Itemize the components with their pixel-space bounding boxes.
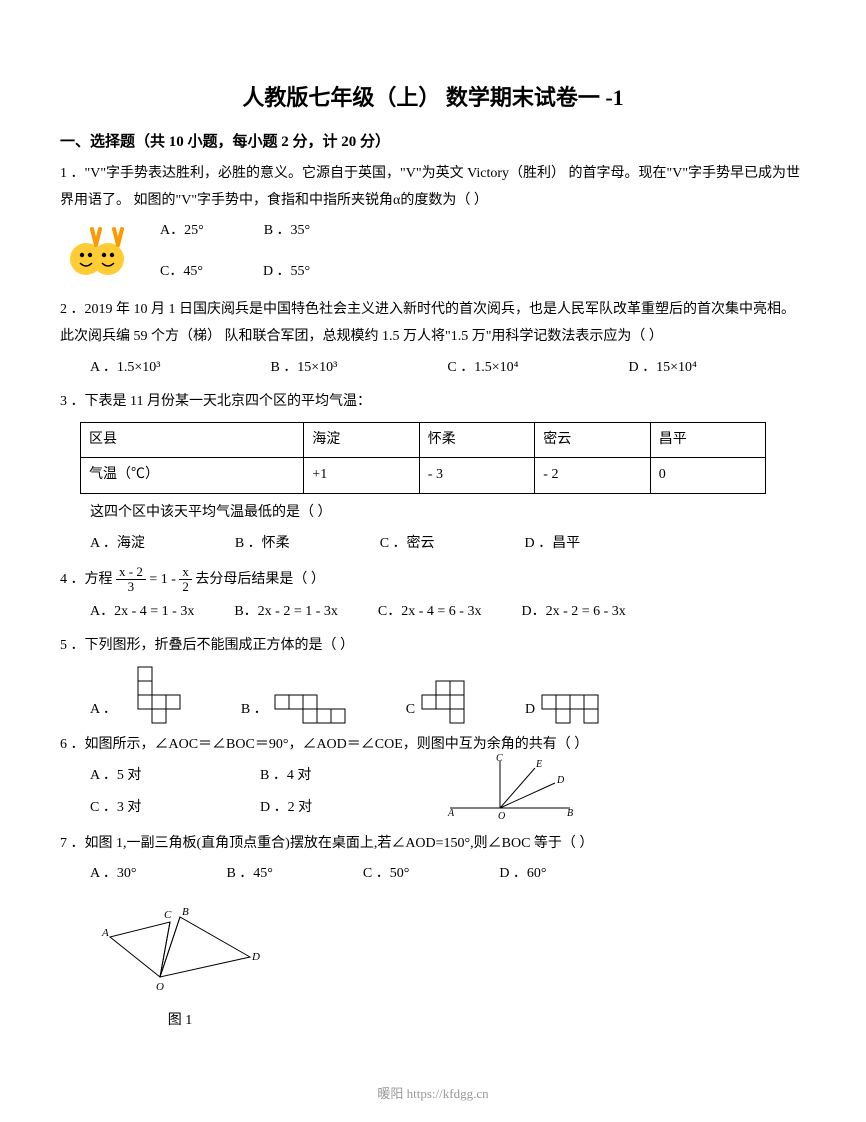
table-cell: 密云 — [535, 422, 651, 458]
q6-diagram: A B C O E D — [440, 753, 580, 823]
q6-option-a: A ．5 对 — [90, 763, 230, 790]
table-cell: 气温（℃） — [81, 458, 304, 494]
table-row: 气温（℃） +1 - 3 - 2 0 — [81, 458, 766, 494]
table-cell: 怀柔 — [419, 422, 535, 458]
q7-text: 7 ．如图 1,一副三角板(直角顶点重合)摆放在桌面上,若∠AOD=150°,则… — [60, 836, 593, 851]
q7-option-b: B ．45° — [226, 861, 272, 888]
q3-option-a: A ．海淀 — [90, 531, 145, 558]
q4-prefix: 4 ．方程 — [60, 572, 116, 587]
q3-table: 区县 海淀 怀柔 密云 昌平 气温（℃） +1 - 3 - 2 0 — [80, 422, 766, 494]
q3-text: 3 ．下表是 11 月份某一天北京四个区的平均气温： — [60, 394, 371, 409]
q4-option-d: D．2x - 2 = 6 - 3x — [521, 599, 625, 626]
q6-option-c: C ．3 对 — [90, 795, 230, 822]
q4-option-a: A．2x - 4 = 1 - 3x — [90, 599, 194, 626]
q3-option-b: B ．怀柔 — [235, 531, 290, 558]
q5-text: 5 ．下列图形，折叠后不能围成正方体的是（ ） — [60, 638, 354, 653]
table-cell: - 2 — [535, 458, 651, 494]
q6-option-b: B ．4 对 — [260, 763, 400, 790]
q1-option-a: A．25° — [160, 218, 204, 245]
page-title: 人教版七年级（上） 数学期末试卷一 -1 — [60, 80, 806, 112]
question-2: 2 ．2019 年 10 月 1 日国庆阅兵是中国特色社会主义进入新时代的首次阅… — [60, 297, 806, 381]
question-6: 6 ．如图所示，∠AOC＝∠BOC＝90°，∠AOD＝∠COE，则图中互为余角的… — [60, 732, 806, 823]
label-a: A — [447, 808, 455, 819]
table-cell: - 3 — [419, 458, 535, 494]
q3-option-d: D ．昌平 — [525, 531, 581, 558]
frac-num: x - 2 — [116, 565, 146, 580]
q1-option-c: C．45° — [160, 259, 203, 286]
q5-option-b: B ． — [241, 697, 268, 724]
frac-num: x — [179, 565, 192, 580]
label-o: O — [156, 981, 164, 992]
label-o: O — [498, 811, 505, 822]
q2-text: 2 ．2019 年 10 月 1 日国庆阅兵是中国特色社会主义进入新时代的首次阅… — [60, 302, 795, 344]
net-diagram-c — [421, 680, 465, 724]
frac-den: 2 — [179, 580, 192, 594]
q7-option-d: D ．60° — [499, 861, 546, 888]
q5-option-d: D — [525, 697, 535, 724]
q5-option-c: C — [406, 697, 415, 724]
question-5: 5 ．下列图形，折叠后不能围成正方体的是（ ） A ． B ． C D — [60, 633, 806, 724]
frac-den: 3 — [116, 580, 146, 594]
table-row: 区县 海淀 怀柔 密云 昌平 — [81, 422, 766, 458]
q7-figure: O A C B D 图 1 — [100, 902, 806, 1035]
table-cell: 区县 — [81, 422, 304, 458]
question-3: 3 ．下表是 11 月份某一天北京四个区的平均气温： 区县 海淀 怀柔 密云 昌… — [60, 389, 806, 557]
label-b: B — [182, 906, 189, 918]
q5-option-a: A ． — [90, 697, 117, 724]
label-d: D — [556, 775, 565, 786]
question-1: 1 ．"V"字手势表达胜利，必胜的意义。它源自于英国，"V"为英文 Victor… — [60, 161, 806, 289]
v-gesture-image — [60, 222, 140, 282]
footer-watermark: 暖阳 https://kfdgg.cn — [0, 1083, 866, 1102]
q4-mid: = 1 - — [149, 572, 179, 587]
label-a: A — [101, 927, 109, 939]
section-1-header: 一、选择题（共 10 小题，每小题 2 分，计 20 分） — [60, 130, 806, 151]
q3-option-c: C ．密云 — [380, 531, 435, 558]
label-e: E — [535, 759, 542, 770]
table-cell: +1 — [304, 458, 420, 494]
question-4: 4 ．方程 x - 2 3 = 1 - x 2 去分母后结果是（ ） A．2x … — [60, 565, 806, 625]
net-diagram-d — [541, 694, 599, 724]
net-diagram-b — [274, 694, 346, 724]
q4-option-b: B．2x - 2 = 1 - 3x — [234, 599, 338, 626]
q7-diagram: O A C B D — [100, 902, 260, 992]
table-cell: 昌平 — [650, 422, 766, 458]
table-cell: 0 — [650, 458, 766, 494]
q2-option-a: A ．1.5×10³ — [90, 355, 160, 382]
q7-option-c: C ．50° — [363, 861, 409, 888]
label-b: B — [567, 808, 573, 819]
fraction-2: x 2 — [179, 565, 192, 595]
q1-text: 1 ．"V"字手势表达胜利，必胜的意义。它源自于英国，"V"为英文 Victor… — [60, 161, 806, 214]
table-cell: 海淀 — [304, 422, 420, 458]
q1-option-d: D ．55° — [263, 259, 310, 286]
label-d: D — [251, 951, 260, 963]
q6-text: 6 ．如图所示，∠AOC＝∠BOC＝90°，∠AOD＝∠COE，则图中互为余角的… — [60, 737, 588, 752]
q3-caption: 这四个区中该天平均气温最低的是（ ） — [90, 500, 806, 527]
q7-option-a: A ．30° — [90, 861, 136, 888]
q4-option-c: C．2x - 4 = 6 - 3x — [378, 599, 482, 626]
question-7: 7 ．如图 1,一副三角板(直角顶点重合)摆放在桌面上,若∠AOD=150°,则… — [60, 831, 806, 1035]
q2-option-d: D ．15×10⁴ — [629, 355, 697, 382]
label-c: C — [164, 909, 172, 921]
net-diagram-a — [123, 666, 181, 724]
q2-option-b: B ．15×10³ — [270, 355, 337, 382]
label-c: C — [496, 753, 503, 764]
fraction-1: x - 2 3 — [116, 565, 146, 595]
q7-fig-caption: 图 1 — [100, 1008, 260, 1035]
q1-option-b: B ．35° — [264, 218, 310, 245]
q2-option-c: C ．1.5×10⁴ — [447, 355, 518, 382]
q6-option-d: D ．2 对 — [260, 795, 400, 822]
q4-suffix: 去分母后结果是（ ） — [195, 572, 325, 587]
